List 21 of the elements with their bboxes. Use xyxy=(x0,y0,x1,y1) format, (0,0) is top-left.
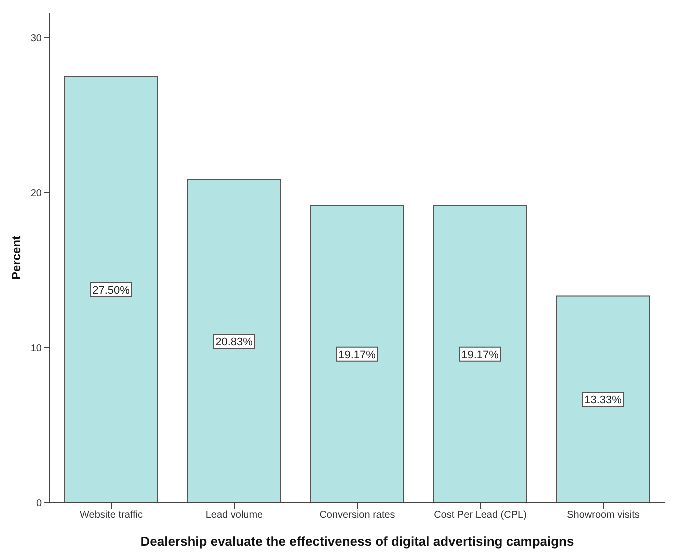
y-axis-title: Percent xyxy=(9,236,24,280)
y-tick-label: 0 xyxy=(36,498,42,510)
y-tick-label: 20 xyxy=(30,188,42,200)
data-label: 19.17% xyxy=(338,349,376,362)
x-tick-label: Cost Per Lead (CPL) xyxy=(434,510,527,522)
x-tick-label: Showroom visits xyxy=(567,510,640,522)
data-label: 20.83% xyxy=(216,336,254,348)
bar xyxy=(310,205,404,503)
data-label: 19.17% xyxy=(462,349,500,362)
bar xyxy=(556,296,650,503)
data-label: 13.33% xyxy=(584,394,622,407)
y-tick-label: 30 xyxy=(30,33,42,44)
x-tick-label: Website traffic xyxy=(80,510,143,522)
bar xyxy=(433,205,528,503)
y-tick-label: 10 xyxy=(30,343,42,354)
data-label: 27.50% xyxy=(92,284,130,297)
x-axis-title: Dealership evaluate the effectiveness of digital advertising campaigns xyxy=(140,534,574,549)
x-tick-label: Lead volume xyxy=(206,510,264,522)
bar xyxy=(187,180,282,503)
x-tick-label: Conversion rates xyxy=(320,510,396,522)
bar xyxy=(64,76,158,503)
